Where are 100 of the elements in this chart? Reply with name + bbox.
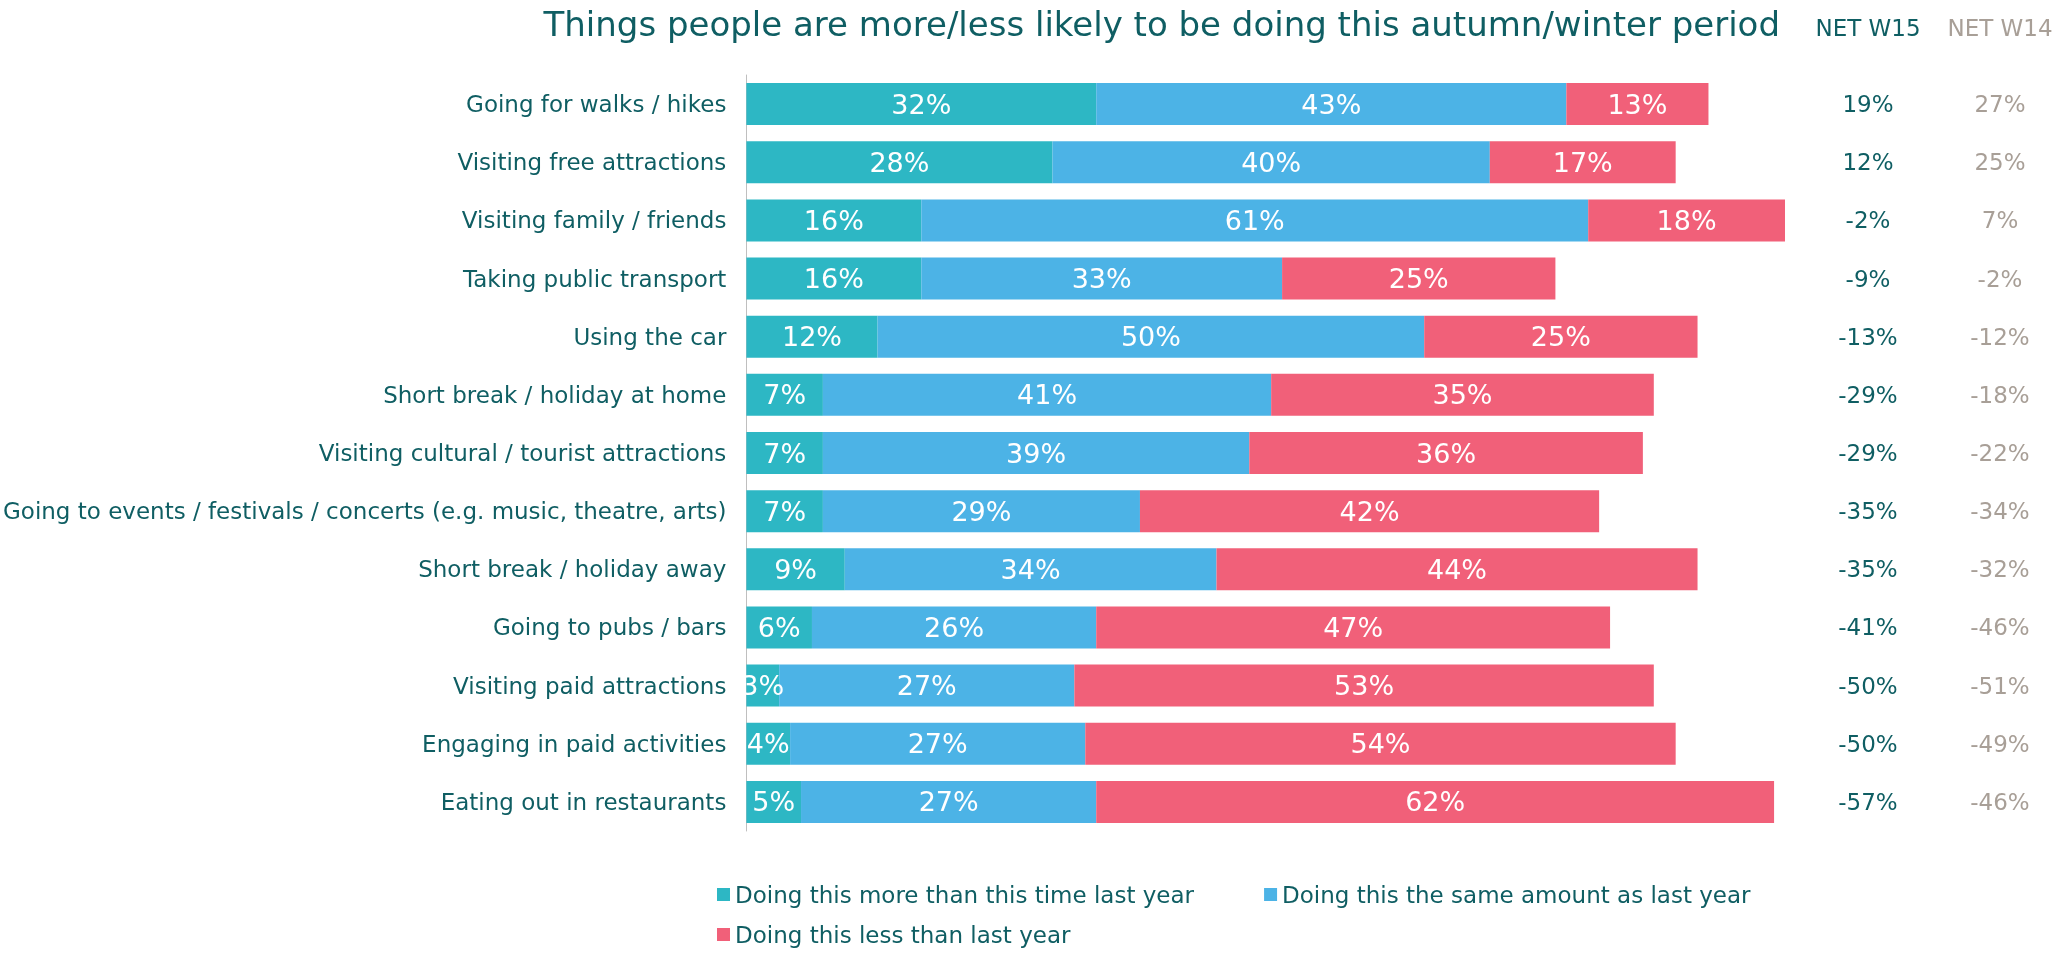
data-label: 6% bbox=[757, 611, 801, 643]
bar bbox=[746, 432, 823, 474]
bar bbox=[1249, 432, 1643, 474]
data-label: 12% bbox=[781, 321, 842, 353]
text: -35% bbox=[1838, 556, 1898, 583]
data-label: 36% bbox=[1416, 437, 1477, 469]
data-label: 3% bbox=[741, 670, 785, 702]
bar bbox=[1566, 83, 1709, 126]
chart-title: Things people are more/less likely to be doing this autumn/winter period bbox=[542, 4, 1780, 44]
data-label: 44% bbox=[1427, 553, 1488, 585]
data-label: 28% bbox=[869, 146, 930, 178]
data-label: 32% bbox=[891, 88, 952, 120]
data-label: 16% bbox=[803, 204, 864, 236]
data-label: 50% bbox=[1120, 321, 1181, 353]
bar bbox=[1271, 373, 1654, 416]
y-tick-label: Going for walks / hikes bbox=[466, 91, 727, 118]
text: 27% bbox=[1974, 91, 2026, 118]
data-label: 61% bbox=[1224, 204, 1285, 236]
bar bbox=[811, 606, 1097, 649]
y-tick-label: Taking public transport bbox=[462, 265, 727, 292]
text: -32% bbox=[1970, 556, 2030, 583]
data-label: 43% bbox=[1301, 88, 1362, 120]
text: -46% bbox=[1970, 614, 2030, 641]
y-tick-label: Eating out in restaurants bbox=[440, 788, 727, 815]
text: 7% bbox=[1981, 207, 2019, 234]
legend-label: Doing this more than this time last year bbox=[735, 881, 1195, 908]
legend-label: Doing this less than last year bbox=[735, 921, 1071, 948]
text: -50% bbox=[1838, 730, 1898, 757]
bar bbox=[1074, 664, 1654, 707]
text: -29% bbox=[1838, 381, 1898, 408]
text: -13% bbox=[1838, 323, 1898, 350]
data-label: 40% bbox=[1241, 146, 1302, 178]
bar bbox=[1052, 141, 1490, 184]
bar bbox=[822, 373, 1272, 416]
bar bbox=[822, 490, 1140, 533]
bar bbox=[921, 257, 1283, 300]
bar bbox=[746, 548, 845, 591]
text: -51% bbox=[1970, 672, 2030, 699]
y-tick-label: Using the car bbox=[573, 323, 727, 350]
bar bbox=[746, 490, 823, 533]
bar bbox=[1216, 548, 1698, 591]
y-tick-label: Visiting family / friends bbox=[461, 207, 727, 234]
data-label: 27% bbox=[896, 670, 957, 702]
text: -34% bbox=[1970, 498, 2030, 525]
text: -29% bbox=[1838, 440, 1898, 466]
bar bbox=[1139, 490, 1600, 533]
data-label: 39% bbox=[1006, 437, 1067, 469]
data-label: 27% bbox=[907, 728, 968, 760]
bar bbox=[1424, 315, 1698, 358]
data-label: 25% bbox=[1388, 263, 1449, 295]
data-label: 9% bbox=[774, 553, 817, 585]
bar bbox=[844, 548, 1217, 591]
data-label: 33% bbox=[1071, 263, 1132, 295]
data-label: 26% bbox=[924, 611, 985, 643]
text: -22% bbox=[1970, 440, 2030, 466]
data-label: 4% bbox=[746, 728, 790, 760]
text: NET W14 bbox=[1947, 15, 2053, 41]
bar bbox=[1096, 83, 1567, 126]
text: 25% bbox=[1974, 149, 2026, 176]
data-label: 62% bbox=[1405, 786, 1466, 818]
data-label: 17% bbox=[1552, 146, 1613, 178]
legend-label: Doing this the same amount as last year bbox=[1282, 881, 1752, 908]
bar bbox=[1096, 780, 1775, 823]
data-label: 7% bbox=[763, 437, 807, 469]
text: -50% bbox=[1838, 672, 1898, 699]
data-label: 7% bbox=[763, 495, 807, 527]
data-label: 41% bbox=[1017, 379, 1078, 411]
bar bbox=[1489, 141, 1676, 184]
data-label: 47% bbox=[1323, 611, 1384, 643]
text: -49% bbox=[1970, 730, 2030, 757]
text: NET W15 bbox=[1815, 15, 1921, 41]
text: -12% bbox=[1970, 323, 2030, 350]
y-tick-label: Short break / holiday away bbox=[418, 556, 727, 583]
y-tick-label: Short break / holiday at home bbox=[383, 381, 727, 408]
data-label: 34% bbox=[1000, 553, 1061, 585]
bar bbox=[1085, 722, 1676, 765]
data-label: 7% bbox=[763, 379, 807, 411]
data-label: 18% bbox=[1656, 204, 1717, 236]
bar bbox=[921, 199, 1589, 242]
bar bbox=[746, 315, 878, 358]
text: -18% bbox=[1970, 381, 2030, 408]
data-label: 25% bbox=[1530, 321, 1591, 353]
y-tick-label: Visiting paid attractions bbox=[453, 672, 727, 699]
y-tick-label: Going to pubs / bars bbox=[492, 614, 727, 641]
text: 19% bbox=[1842, 91, 1894, 118]
bar bbox=[746, 373, 823, 416]
bar bbox=[790, 722, 1086, 765]
text: -2% bbox=[1977, 265, 2023, 292]
data-label: 53% bbox=[1334, 670, 1395, 702]
text: -35% bbox=[1838, 498, 1898, 525]
text: -9% bbox=[1845, 265, 1891, 292]
bar bbox=[822, 432, 1250, 474]
bar bbox=[746, 257, 922, 300]
text: -2% bbox=[1845, 207, 1891, 234]
y-tick-label: Going to events / festivals / concerts (e.g. music, theatre, arts) bbox=[2, 498, 727, 525]
y-tick-label: Visiting free attractions bbox=[457, 149, 727, 176]
data-label: 5% bbox=[752, 786, 796, 818]
bar bbox=[877, 315, 1425, 358]
y-tick-label: Visiting cultural / tourist attractions bbox=[318, 440, 727, 466]
bar bbox=[1588, 199, 1785, 242]
